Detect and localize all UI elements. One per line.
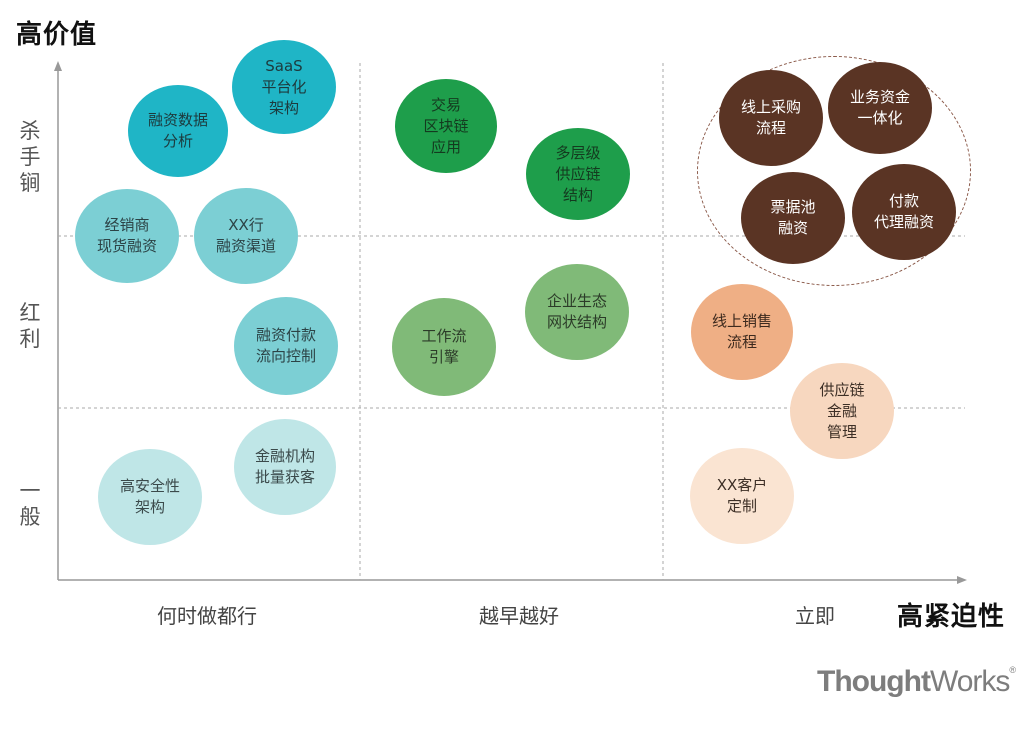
bubble-label-line: 融资: [777, 219, 808, 237]
bubble-label-line: 付款: [888, 192, 919, 210]
bubble-procurement: 线上采购 流程: [719, 70, 823, 166]
bubble-label-line: 线上销售: [711, 312, 772, 330]
bubble-label-line: 架构: [268, 98, 299, 117]
bubble-label-line: SaaS: [265, 56, 303, 75]
bubble-label-line: 金融: [826, 401, 857, 420]
bubble-label-line: 高安全性: [119, 477, 180, 495]
bubble-label-line: 供应链: [555, 164, 601, 183]
bubble-proxy: 付款 代理融资: [852, 164, 956, 260]
bubble-data: 融资数据 分析: [128, 85, 228, 177]
bubble-label-line: 代理融资: [873, 213, 934, 231]
bubble-dealer: 经销商 现货融资: [75, 189, 179, 283]
bubble-saas: SaaS 平台化架构: [232, 40, 336, 134]
bubble-label-line: 融资付款: [255, 326, 316, 344]
bubble-label-line: 流程: [755, 119, 786, 137]
bubble-label-line: 区块链: [423, 116, 469, 135]
bubble-label-line: 多层级: [555, 143, 601, 162]
x-axis-title: 高紧迫性: [897, 602, 1006, 632]
bubble-label-line: 业务资金: [849, 88, 910, 106]
bubble-label-line: 批量获客: [254, 468, 315, 486]
bubble-label-line: 平台化: [261, 77, 307, 96]
bubble-custom: XX客户定制: [690, 448, 794, 544]
y-label-killer: 杀 手 锏: [19, 119, 41, 195]
bubble-payment: 融资付款 流向控制: [234, 297, 338, 395]
bubble-label-line: XX客户: [716, 476, 768, 494]
bubble-label-line: 结构: [562, 185, 593, 204]
y-label-dividend: 红 利: [19, 301, 41, 351]
bubble-label-line: 线上采购: [740, 98, 801, 116]
y-axis-title: 高价值: [16, 20, 98, 50]
bubble-label-line: 交易: [430, 95, 461, 114]
bubble-xxchannel: XX行融资渠道: [194, 188, 298, 284]
bubble-label-line: 金融机构: [254, 447, 315, 465]
bubble-label-line: 引擎: [428, 348, 459, 366]
y-label-normal: 一 般: [19, 479, 41, 529]
bubble-sales: 线上销售 流程: [691, 284, 793, 380]
bubble-multilayer: 多层级 供应链 结构: [526, 128, 630, 220]
bubble-label-line: 定制: [726, 497, 757, 515]
x-label-anytime: 何时做都行: [157, 604, 257, 628]
bubble-label-line: 供应链: [819, 380, 865, 399]
bubble-label-line: 融资数据: [147, 111, 208, 129]
immediate-killer-group-outline: [697, 56, 971, 286]
bubble-label-line: 票据池: [770, 198, 816, 216]
bubble-label-line: 融资渠道: [215, 237, 276, 255]
bubble-label-line: 流程: [726, 333, 757, 351]
bubble-batch: 金融机构 批量获客: [234, 419, 336, 515]
bubble-label-line: 现货融资: [96, 237, 157, 255]
bubble-label-line: 流向控制: [255, 347, 316, 365]
x-label-immediate: 立即: [795, 604, 835, 628]
bubble-security: 高安全性 架构: [98, 449, 202, 545]
bubble-label-line: 管理: [826, 422, 857, 441]
x-label-sooner: 越早越好: [479, 604, 559, 628]
bubble-bizfund: 业务资金 一体化: [828, 62, 932, 154]
bubble-label-line: 分析: [162, 132, 193, 150]
bubble-ecosystem: 企业生态 网状结构: [525, 264, 629, 360]
bubble-label-line: XX行: [228, 216, 264, 234]
bubble-blockchain: 交易 区块链 应用: [395, 79, 497, 173]
bubble-label-line: 应用: [430, 137, 461, 156]
thoughtworks-logo: ThoughtWorks®: [817, 665, 1016, 698]
bubble-label-line: 一体化: [857, 109, 903, 127]
bubble-scf: 供应链 金融 管理: [790, 363, 894, 459]
bubble-label-line: 企业生态: [546, 292, 607, 310]
bubble-label-line: 工作流: [421, 327, 467, 345]
bubble-label-line: 网状结构: [546, 313, 607, 331]
bubble-workflow: 工作流 引擎: [392, 298, 496, 396]
bubble-label-line: 架构: [134, 498, 165, 516]
bubble-label-line: 经销商: [104, 216, 150, 234]
bubble-billpool: 票据池 融资: [741, 172, 845, 264]
